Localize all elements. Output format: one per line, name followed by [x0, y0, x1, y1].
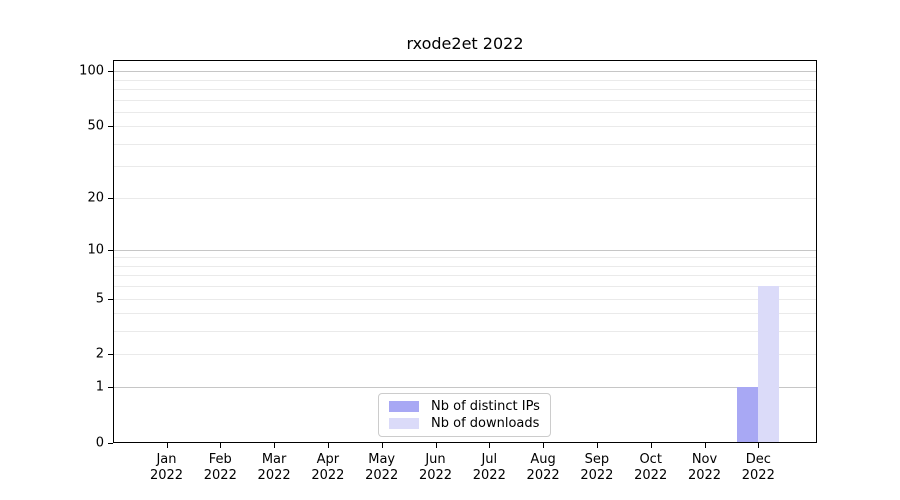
x-tick-label: Oct 2022: [634, 452, 668, 483]
y-tick: [108, 197, 113, 199]
plot-frame: [113, 60, 817, 443]
y-tick-label: 0: [95, 435, 104, 451]
y-gridline-minor: [113, 99, 817, 101]
x-tick: [489, 443, 491, 448]
x-tick-label: Mar 2022: [257, 452, 291, 483]
y-tick-label: 2: [95, 346, 104, 362]
y-gridline-minor: [113, 143, 817, 145]
y-gridline-minor: [113, 79, 817, 81]
x-tick: [704, 443, 706, 448]
y-tick: [108, 443, 113, 444]
y-tick: [108, 298, 113, 300]
bar-dec-distinct-ips: [737, 387, 759, 443]
x-tick-label: Apr 2022: [311, 452, 345, 483]
x-tick-label: Feb 2022: [203, 452, 237, 483]
x-tick: [758, 443, 760, 448]
y-tick: [108, 71, 113, 73]
y-tick: [108, 126, 113, 128]
x-tick: [274, 443, 276, 448]
x-tick: [543, 443, 545, 448]
x-tick: [381, 443, 383, 448]
x-tick-label: Jul 2022: [472, 452, 506, 483]
y-gridline-minor: [113, 275, 817, 277]
x-tick-label: May 2022: [365, 452, 399, 483]
x-tick: [166, 443, 168, 448]
x-tick-label: Nov 2022: [687, 452, 722, 483]
x-tick: [220, 443, 222, 448]
y-gridline-minor: [113, 88, 817, 90]
x-tick-label: Dec 2022: [741, 452, 775, 483]
y-tick-label: 50: [87, 118, 104, 134]
chart-title: rxode2et 2022: [406, 34, 524, 53]
x-tick-label: Aug 2022: [526, 452, 560, 483]
y-gridline-minor: [113, 331, 817, 333]
y-tick-label: 5: [95, 291, 104, 307]
legend-swatch-downloads-icon: [389, 418, 419, 429]
x-tick: [327, 443, 329, 448]
legend-entry-downloads: Nb of downloads: [389, 416, 540, 431]
y-gridline-minor: [113, 286, 817, 288]
x-tick-label: Jun 2022: [418, 452, 453, 483]
y-tick-label: 10: [87, 242, 104, 258]
y-tick: [108, 249, 113, 251]
x-tick: [650, 443, 652, 448]
plot-area: 0 1 2 5 10 20 50 100 Jan 2022 Feb 2022 Mar 2022 Apr…: [79, 60, 817, 483]
y-gridline-major: [113, 249, 817, 251]
y-gridline-minor: [113, 257, 817, 259]
legend: Nb of distinct IPs Nb of downloads: [378, 393, 551, 437]
y-gridline-minor: [113, 166, 817, 168]
legend-entry-distinct-ips: Nb of distinct IPs: [389, 399, 540, 414]
y-tick-label: 1: [95, 379, 104, 395]
x-tick: [596, 443, 598, 448]
y-tick: [108, 354, 113, 356]
y-tick: [108, 387, 113, 389]
y-gridline-minor: [113, 313, 817, 315]
legend-label-distinct-ips: Nb of distinct IPs: [431, 399, 540, 414]
y-tick-label: 20: [87, 190, 104, 206]
x-tick: [435, 443, 437, 448]
y-gridline-minor: [113, 298, 817, 300]
y-gridline-minor: [113, 354, 817, 356]
y-gridline-minor: [113, 197, 817, 199]
x-tick-label: Jan 2022: [149, 452, 184, 483]
y-gridline-minor: [113, 111, 817, 113]
y-gridline-major: [113, 71, 817, 73]
legend-label-downloads: Nb of downloads: [431, 416, 540, 431]
x-tick-label: Sep 2022: [580, 452, 614, 483]
y-gridline-major: [113, 387, 817, 389]
y-gridline-minor: [113, 126, 817, 128]
legend-swatch-distinct-ips-icon: [389, 401, 419, 412]
y-gridline-minor: [113, 265, 817, 267]
bar-dec-downloads: [758, 286, 780, 443]
y-tick-label: 100: [79, 63, 104, 79]
